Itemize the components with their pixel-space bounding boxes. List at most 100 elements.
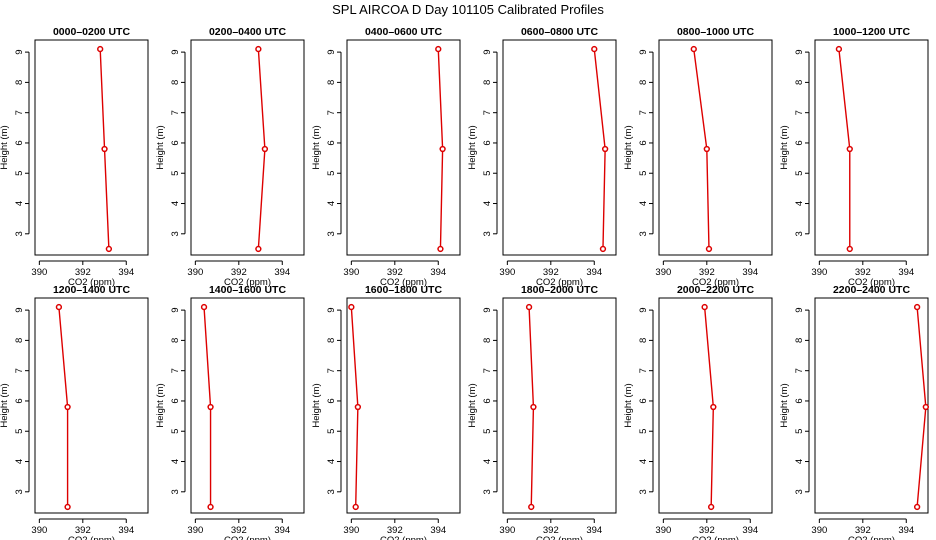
x-axis-label: CO2 (ppm) (224, 277, 271, 288)
y-tick-label: 4 (326, 201, 337, 206)
x-tick-label: 394 (274, 525, 290, 536)
y-tick-label: 8 (638, 338, 649, 343)
y-tick-label: 3 (14, 231, 25, 236)
x-axis-label: CO2 (ppm) (692, 535, 739, 540)
data-point (435, 45, 442, 53)
y-tick-label: 5 (794, 171, 805, 176)
x-tick-label: 392 (699, 525, 715, 536)
y-tick-label: 9 (794, 49, 805, 54)
y-axis-label: Height (m) (779, 125, 790, 169)
data-point (528, 503, 535, 511)
x-tick-label: 392 (543, 267, 559, 278)
y-axis-label: Height (m) (155, 383, 166, 427)
data-point (64, 403, 71, 411)
x-tick-label: 392 (387, 525, 403, 536)
y-tick-label: 4 (482, 201, 493, 206)
data-point (530, 403, 537, 411)
data-point (525, 303, 533, 311)
x-tick-label: 394 (586, 267, 602, 278)
x-axis-label: CO2 (ppm) (848, 277, 895, 288)
main-title: SPL AIRCOA D Day 101105 Calibrated Profi… (332, 2, 604, 17)
y-axis-label: Height (m) (467, 125, 478, 169)
panel-title: 1200–1400 UTC (53, 284, 130, 296)
y-tick-label: 7 (170, 110, 181, 115)
y-tick-label: 3 (170, 489, 181, 494)
data-point (708, 503, 715, 511)
y-tick-label: 8 (326, 338, 337, 343)
panel-title: 0800–1000 UTC (677, 26, 754, 38)
plot-frame (34, 297, 149, 514)
data-point (354, 403, 362, 411)
data-point (846, 245, 853, 253)
y-tick-label: 3 (482, 231, 493, 236)
y-axis-label: Height (m) (311, 125, 322, 169)
data-point (437, 245, 444, 253)
x-axis-label: CO2 (ppm) (536, 277, 583, 288)
y-tick-label: 9 (170, 307, 181, 312)
y-tick-label: 6 (14, 398, 25, 403)
y-tick-label: 8 (170, 338, 181, 343)
y-tick-label: 3 (794, 231, 805, 236)
data-point (703, 145, 710, 153)
x-tick-label: 392 (231, 525, 247, 536)
data-point (101, 145, 108, 153)
x-tick-label: 390 (343, 267, 359, 278)
x-tick-label: 390 (655, 267, 671, 278)
x-axis-label: CO2 (ppm) (68, 535, 115, 540)
y-tick-label: 8 (14, 80, 25, 85)
x-tick-label: 392 (387, 267, 403, 278)
y-tick-label: 9 (482, 49, 493, 54)
y-tick-label: 8 (794, 338, 805, 343)
panel-title: 1000–1200 UTC (833, 26, 910, 38)
data-point (352, 503, 359, 511)
y-tick-label: 3 (638, 489, 649, 494)
y-axis-label: Height (m) (779, 383, 790, 427)
data-point (64, 503, 71, 511)
x-tick-label: 392 (75, 267, 91, 278)
x-tick-label: 392 (699, 267, 715, 278)
plot-frame (658, 297, 773, 514)
y-tick-label: 9 (482, 307, 493, 312)
plot-frame (814, 39, 929, 256)
plot-frame (658, 39, 773, 256)
plot-frame (502, 39, 617, 256)
y-tick-label: 8 (482, 80, 493, 85)
y-tick-label: 4 (14, 459, 25, 464)
x-tick-label: 394 (118, 525, 134, 536)
y-tick-label: 6 (170, 398, 181, 403)
y-tick-label: 6 (794, 140, 805, 145)
x-tick-label: 390 (811, 267, 827, 278)
x-tick-label: 394 (586, 525, 602, 536)
data-point (710, 403, 717, 411)
y-tick-label: 4 (170, 201, 181, 206)
plot-frame (190, 39, 305, 256)
x-tick-label: 392 (75, 525, 91, 536)
y-tick-label: 8 (14, 338, 25, 343)
panel-title: 0600–0800 UTC (521, 26, 598, 38)
x-tick-label: 394 (430, 525, 446, 536)
y-tick-label: 6 (14, 140, 25, 145)
y-tick-label: 9 (14, 49, 25, 54)
y-tick-label: 7 (14, 368, 25, 373)
y-tick-label: 7 (326, 368, 337, 373)
y-axis-label: Height (m) (0, 383, 10, 427)
x-tick-label: 392 (855, 267, 871, 278)
y-tick-label: 8 (638, 80, 649, 85)
x-tick-label: 390 (31, 267, 47, 278)
data-point (97, 45, 104, 53)
panel-title: 1400–1600 UTC (209, 284, 286, 296)
data-point (913, 303, 921, 311)
panel-title: 2000–2200 UTC (677, 284, 754, 296)
x-tick-label: 390 (187, 525, 203, 536)
x-tick-label: 394 (742, 525, 758, 536)
y-tick-label: 8 (794, 80, 805, 85)
y-tick-label: 5 (794, 429, 805, 434)
y-tick-label: 9 (170, 49, 181, 54)
